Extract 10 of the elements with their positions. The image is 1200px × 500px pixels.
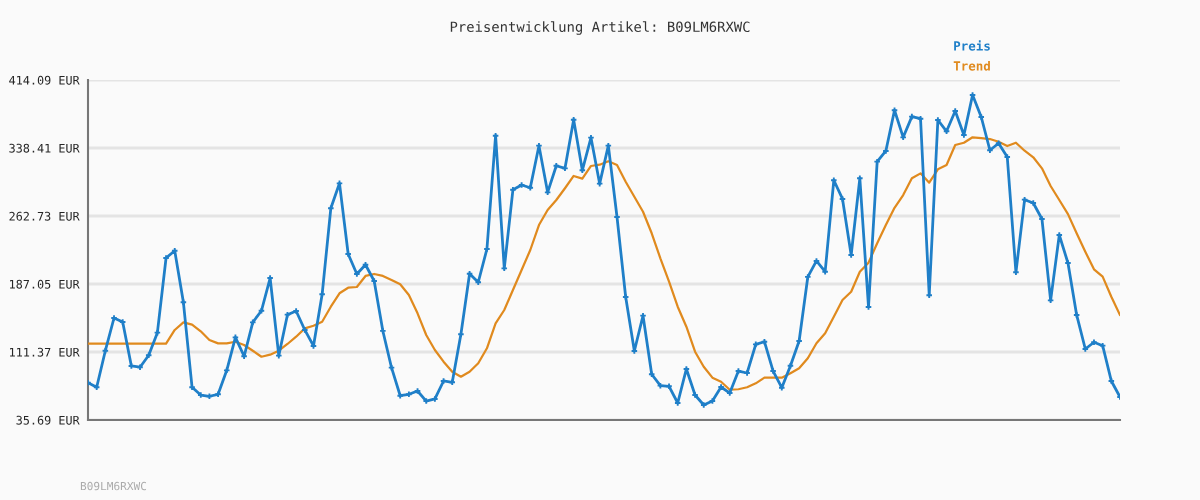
y-tick-label: 35.69 EUR (16, 415, 80, 425)
y-tick-label: 111.37 EUR (10, 347, 80, 357)
y-tick-label: 414.09 EUR (9, 75, 80, 85)
text: Trend (953, 60, 990, 71)
y-tick-label: 338.41 EUR (9, 143, 80, 153)
text: B09LM6RXWC (80, 481, 147, 491)
chart-title: Preisentwicklung Artikel: B09LM6RXWC (450, 21, 750, 35)
text: Preis (954, 40, 990, 51)
y-tick-label: 262.73 EUR (9, 211, 80, 221)
y-tick-label: 187.05 EUR (10, 279, 80, 289)
